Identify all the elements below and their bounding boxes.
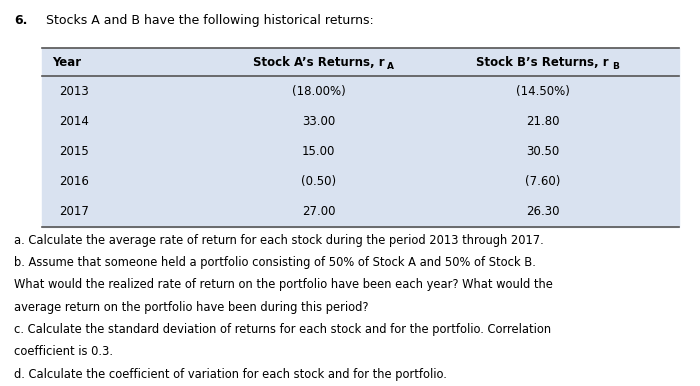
Text: 6.: 6. <box>14 14 27 27</box>
Text: 2017: 2017 <box>60 205 90 218</box>
Text: b. Assume that someone held a portfolio consisting of 50% of Stock A and 50% of : b. Assume that someone held a portfolio … <box>14 256 536 269</box>
Text: 2014: 2014 <box>60 115 90 128</box>
Text: What would the realized rate of return on the portfolio have been each year? Wha: What would the realized rate of return o… <box>14 278 553 291</box>
Text: (18.00%): (18.00%) <box>292 85 345 98</box>
Text: 2013: 2013 <box>60 85 90 98</box>
Text: 26.30: 26.30 <box>526 205 559 218</box>
Text: c. Calculate the standard deviation of returns for each stock and for the portfo: c. Calculate the standard deviation of r… <box>14 323 551 336</box>
Text: Stock B’s Returns, r: Stock B’s Returns, r <box>476 56 609 69</box>
Text: coefficient is 0.3.: coefficient is 0.3. <box>14 345 113 359</box>
Text: Stocks A and B have the following historical returns:: Stocks A and B have the following histor… <box>38 14 374 27</box>
Text: (0.50): (0.50) <box>301 175 336 188</box>
Text: Stock A’s Returns, r: Stock A’s Returns, r <box>253 56 384 69</box>
Text: 2016: 2016 <box>60 175 90 188</box>
Bar <box>42 48 679 227</box>
Text: d. Calculate the coefficient of variation for each stock and for the portfolio.: d. Calculate the coefficient of variatio… <box>14 368 447 381</box>
Text: 27.00: 27.00 <box>302 205 335 218</box>
Text: a. Calculate the average rate of return for each stock during the period 2013 th: a. Calculate the average rate of return … <box>14 234 544 247</box>
Text: B: B <box>612 62 620 71</box>
Text: 21.80: 21.80 <box>526 115 559 128</box>
Text: average return on the portfolio have been during this period?: average return on the portfolio have bee… <box>14 301 368 314</box>
Text: 33.00: 33.00 <box>302 115 335 128</box>
Text: (14.50%): (14.50%) <box>516 85 569 98</box>
Text: Year: Year <box>52 56 82 69</box>
Text: 15.00: 15.00 <box>302 145 335 158</box>
Text: 30.50: 30.50 <box>526 145 559 158</box>
Text: A: A <box>387 62 394 71</box>
Text: 2015: 2015 <box>60 145 90 158</box>
Text: (7.60): (7.60) <box>525 175 560 188</box>
